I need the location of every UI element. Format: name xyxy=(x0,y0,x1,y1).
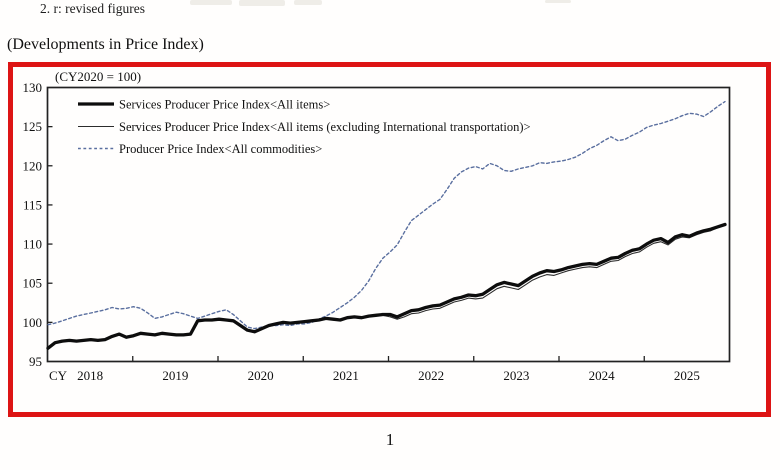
x-tick-label: 2022 xyxy=(418,368,444,383)
cropped-content-artifact xyxy=(239,0,285,6)
y-tick-label: 120 xyxy=(23,158,43,173)
legend-label: Producer Price Index<All commodities> xyxy=(119,142,322,156)
x-tick-label: 2020 xyxy=(248,368,274,383)
unit-note: (CY2020 = 100) xyxy=(55,69,141,84)
x-tick-label: 2018 xyxy=(77,368,103,383)
cropped-content-artifact xyxy=(545,0,571,3)
x-tick-label: 2024 xyxy=(589,368,616,383)
price-index-chart: (CY2020 = 100) 95 100 105 110 115 120 125 130 CY 2… xyxy=(23,69,731,383)
x-tick-label: 2023 xyxy=(503,368,529,383)
y-tick-label: 105 xyxy=(23,276,43,291)
cropped-content-artifact xyxy=(190,0,232,5)
x-tick-label: 2021 xyxy=(333,368,359,383)
chart-highlight-frame: (CY2020 = 100) 95 100 105 110 115 120 125 130 CY 2… xyxy=(8,62,771,417)
series-line-1 xyxy=(47,224,726,349)
y-tick-label: 110 xyxy=(23,237,42,252)
revised-figures-note: 2. r: revised figures xyxy=(40,1,145,16)
series-line-2 xyxy=(47,100,726,330)
y-tick-label: 125 xyxy=(23,119,43,134)
y-tick-label: 130 xyxy=(23,80,43,95)
section-heading: (Developments in Price Index) xyxy=(7,36,204,53)
x-tick-label: 2025 xyxy=(674,368,700,383)
legend-label: Services Producer Price Index<All items … xyxy=(119,120,531,134)
y-tick-label: 100 xyxy=(23,315,43,330)
x-axis-label: CY xyxy=(49,368,68,383)
y-tick-label: 95 xyxy=(29,354,42,369)
x-tick-label: 2019 xyxy=(162,368,188,383)
y-tick-label: 115 xyxy=(23,197,42,212)
legend-label: Services Producer Price Index<All items> xyxy=(119,98,330,112)
page-number: 1 xyxy=(385,430,395,449)
series-line-0 xyxy=(46,222,727,350)
cropped-content-artifact xyxy=(294,0,322,5)
